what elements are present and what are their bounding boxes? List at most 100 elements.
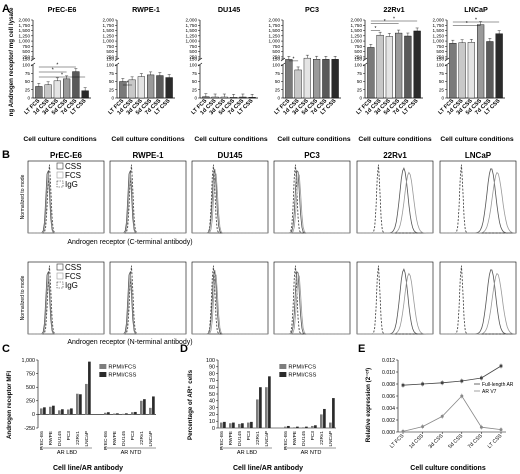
y-tick-label: 250 [189,54,197,59]
bar [116,413,119,415]
legend-swatch [56,162,64,170]
panel-letter-b: B [2,149,10,161]
histogram-curve [192,173,268,234]
x-tick-label: RWPE [112,431,118,445]
y-tick-label: 150 [189,57,197,62]
panel-a-xlabel-3: Cell culture conditions [194,136,267,143]
x-tick-label: LNCaP [264,431,270,446]
histogram [273,160,351,234]
bar [265,387,268,428]
y-tick-label: 1,250 [19,33,31,38]
y-tick-label: 1,500 [269,28,281,33]
panel-d-ylabel: Percentage of AR⁺ cells [187,369,194,440]
y-tick-label: 40 [209,399,215,405]
y-tick-label: 0 [359,96,362,101]
y-tick-label: 90 [209,365,215,371]
histogram-curve [192,169,268,234]
x-tick-label: RWPE [292,431,298,445]
panel-b-cell-line-title: PC3 [304,151,320,160]
y-tick-label: 25 [109,87,115,92]
y-tick-label: 150 [106,57,114,62]
histogram-curve [28,274,104,335]
significance-star: * [52,68,54,74]
histogram-curve [192,164,268,234]
histogram-curve [440,164,516,234]
significance-star: * [293,56,295,62]
panel-a-chart-4: PC3 0 25 50 75 1001502505007501,0001,2501,500… [269,5,341,116]
bar [58,410,61,415]
legend-label: IgG [65,281,78,290]
y-tick-label: 0.012 [382,358,395,364]
x-tick-label: 22Rv1 [255,431,261,445]
y-tick-label: 0 [111,96,114,101]
histogram-frame [191,261,269,335]
y-tick-label: 0 [277,96,280,101]
x-tick-label: LNCaP [84,431,90,446]
bar [293,427,296,428]
series-point [460,394,464,398]
bar [303,57,311,99]
histogram-curve [192,270,268,335]
y-tick-label: 50 [25,79,31,84]
group-label: AR NTD [121,450,142,456]
y-tick-label: 1,500 [19,28,31,33]
bar [119,81,127,99]
axis-break-mark [30,62,36,67]
y-tick-label: 1,250 [103,33,115,38]
histogram-curve [274,265,350,335]
y-tick-label: 1,750 [351,23,363,28]
x-tick-label: 3d CSS [428,433,445,450]
y-tick-label: 750 [189,44,197,49]
series-point [421,425,425,429]
x-tick-label: LNCaP [148,431,154,446]
x-tick-label: 5d CSS [447,433,464,450]
legend-swatch [56,263,64,271]
significance-star: * [375,26,377,32]
significance-star: * [466,21,468,27]
x-tick-label: LT CSS [487,433,504,450]
series-point [479,425,483,429]
panel-b-ylabel: Normalized to mode [20,275,26,320]
legend-label: FCS [65,171,81,180]
y-tick-label: 500 [22,49,30,54]
y-tick-label: 500 [436,49,444,54]
histogram-curve [357,164,433,234]
histogram-curve [274,164,350,234]
bar [313,59,321,99]
panel-letter-e: E [358,343,365,355]
x-tick-label: 22Rv1 [139,431,145,445]
legend-swatch [56,281,64,289]
bar [104,412,107,415]
y-tick-label: 750 [26,371,35,377]
y-tick-label: 0 [27,96,30,101]
y-tick-label: 500 [354,49,362,54]
bar [332,398,335,428]
y-tick-label: 100 [22,63,30,68]
histogram-frame [439,160,517,234]
y-tick-label: 0 [441,96,444,101]
bar [385,36,393,99]
histogram-frame [109,160,187,234]
histogram [109,160,187,234]
y-tick-label: 1,500 [186,28,198,33]
axis-break-mark [280,62,286,67]
y-tick-label: 1,000 [351,39,363,44]
y-tick-label: 1,250 [433,33,445,38]
histogram [273,261,351,335]
panel-e-ylabel: Relative expression (2⁻ᶜᵗ) [365,368,372,442]
y-tick-label: 100 [436,63,444,68]
y-tick-label: 150 [354,57,362,62]
y-tick-label: 100 [106,63,114,68]
histogram-curve [110,164,186,234]
significance-star: * [384,19,386,25]
bar [256,399,259,428]
panel-b-cell-line-title: LNCaP [465,151,492,160]
panel-c-xlabel: Cell line/AR antibody [53,465,123,472]
chart-title: LNCaP [464,5,488,14]
y-tick-label: 0 [32,412,35,418]
axis-break-mark [362,62,368,67]
histogram-curve [110,274,186,335]
bar [134,411,137,415]
bar [220,422,223,428]
